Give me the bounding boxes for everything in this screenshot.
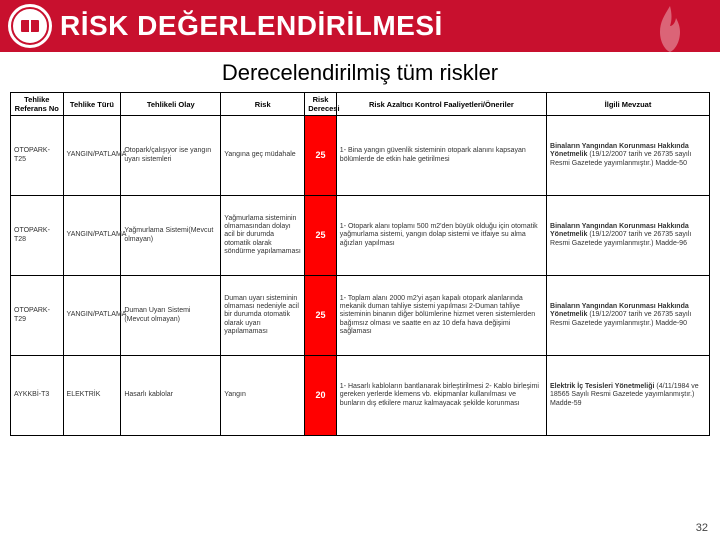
cell-event: Duman Uyarı Sistemi (Mevcut olmayan) [121, 276, 221, 356]
cell-event: Yağmurlama Sistemi(Mevcut olmayan) [121, 196, 221, 276]
cell-type: YANGIN/PATLAMA [63, 116, 121, 196]
col-header: İlgili Mevzuat [547, 93, 710, 116]
cell-law: Binaların Yangından Korunması Hakkında Y… [547, 276, 710, 356]
col-header: Tehlike Türü [63, 93, 121, 116]
cell-control: 1- Hasarlı kabloların bantlanarak birleş… [336, 356, 546, 436]
table-row: OTOPARK-T29YANGIN/PATLAMADuman Uyarı Sis… [11, 276, 710, 356]
cell-ref: OTOPARK-T29 [11, 276, 64, 356]
cell-ref: AYKKBİ-T3 [11, 356, 64, 436]
flame-icon [650, 4, 690, 54]
cell-score: 25 [305, 196, 337, 276]
meb-logo [8, 4, 52, 48]
cell-risk: Duman uyarı sisteminin olmaması nedeniyl… [221, 276, 305, 356]
cell-law: Binaların Yangından Korunması Hakkında Y… [547, 196, 710, 276]
header-bar: RİSK DEĞERLENDİRİLMESİ [0, 0, 720, 52]
cell-score: 25 [305, 116, 337, 196]
cell-risk: Yangına geç müdahale [221, 116, 305, 196]
cell-control: 1- Toplam alanı 2000 m2'yi aşan kapalı o… [336, 276, 546, 356]
cell-score: 25 [305, 276, 337, 356]
col-header: Tehlikeli Olay [121, 93, 221, 116]
cell-event: Hasarlı kablolar [121, 356, 221, 436]
cell-ref: OTOPARK-T25 [11, 116, 64, 196]
subtitle: Derecelendirilmiş tüm riskler [0, 60, 720, 86]
risk-table: Tehlike Referans No Tehlike Türü Tehlike… [10, 92, 710, 436]
cell-control: 1- Bina yangın güvenlik sisteminin otopa… [336, 116, 546, 196]
col-header: Risk [221, 93, 305, 116]
cell-type: YANGIN/PATLAMA [63, 196, 121, 276]
cell-type: YANGIN/PATLAMA [63, 276, 121, 356]
cell-risk: Yağmurlama sisteminin olmamasından dolay… [221, 196, 305, 276]
cell-score: 20 [305, 356, 337, 436]
cell-law: Elektrik İç Tesisleri Yönetmeliği (4/11/… [547, 356, 710, 436]
cell-risk: Yangın [221, 356, 305, 436]
risk-table-container: Tehlike Referans No Tehlike Türü Tehlike… [0, 92, 720, 436]
cell-law: Binaların Yangından Korunması Hakkında Y… [547, 116, 710, 196]
col-header: Tehlike Referans No [11, 93, 64, 116]
table-header-row: Tehlike Referans No Tehlike Türü Tehlike… [11, 93, 710, 116]
table-row: OTOPARK-T28YANGIN/PATLAMAYağmurlama Sist… [11, 196, 710, 276]
col-header: Risk Derecesi [305, 93, 337, 116]
table-row: OTOPARK-T25YANGIN/PATLAMAOtopark/çalışıy… [11, 116, 710, 196]
table-row: AYKKBİ-T3ELEKTRİKHasarlı kablolarYangın2… [11, 356, 710, 436]
col-header: Risk Azaltıcı Kontrol Faaliyetleri/Öneri… [336, 93, 546, 116]
cell-event: Otopark/çalışıyor ise yangın uyarı siste… [121, 116, 221, 196]
cell-ref: OTOPARK-T28 [11, 196, 64, 276]
page-title: RİSK DEĞERLENDİRİLMESİ [60, 10, 443, 42]
cell-control: 1- Otopark alanı toplamı 500 m2'den büyü… [336, 196, 546, 276]
page-number: 32 [696, 522, 708, 534]
cell-type: ELEKTRİK [63, 356, 121, 436]
